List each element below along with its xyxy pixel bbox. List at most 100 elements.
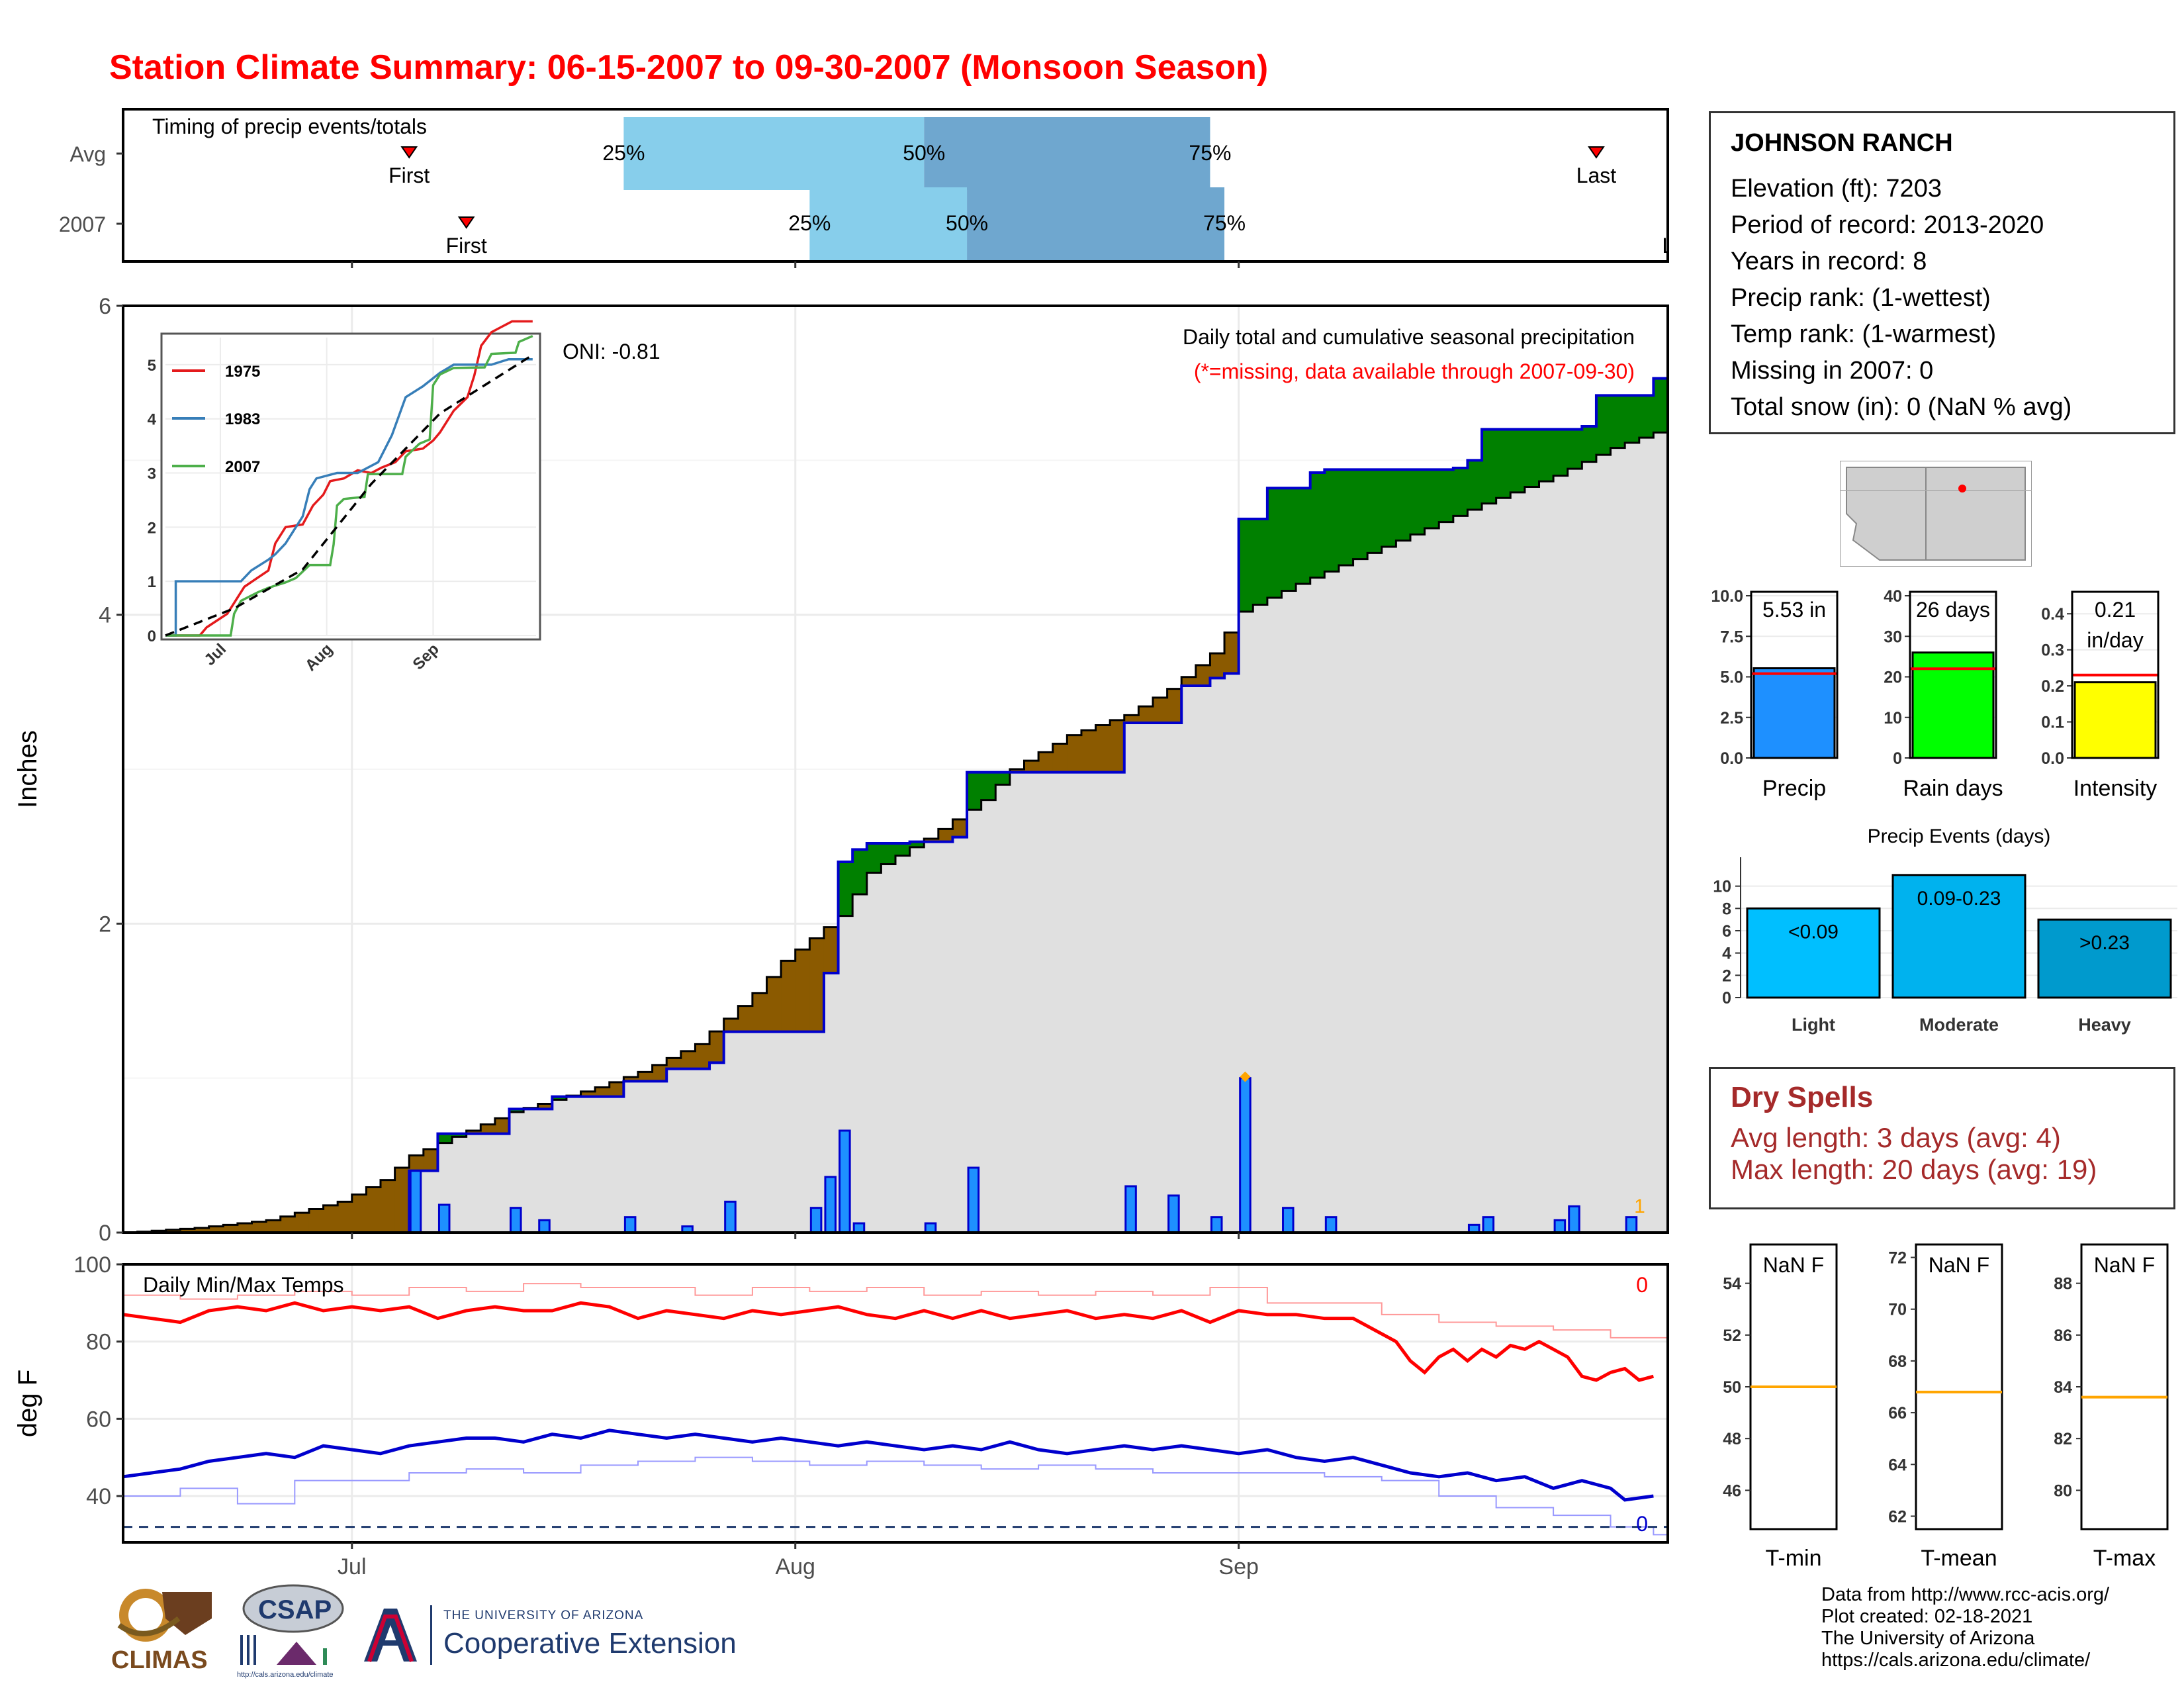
daily-precip-bar: [538, 1219, 551, 1234]
precip-total-chart: 0.0 2.5 5.0 7.5 10.0 5.53 in Precip: [1711, 587, 1839, 801]
below-average-fill: [237, 1223, 252, 1233]
temp-x-tick-label: Sep: [1218, 1554, 1259, 1579]
dry-spells-box: Dry Spells Avg length: 3 days (avg: 4) M…: [1709, 1067, 2175, 1209]
daily-precip-bar: [510, 1207, 522, 1234]
below-average-fill: [480, 1124, 496, 1134]
events-bar: [2037, 918, 2172, 999]
daily-precip-bar: [1282, 1207, 1295, 1234]
below-average-fill: [695, 1044, 710, 1069]
events-category-label: Heavy: [2078, 1015, 2131, 1035]
mini-value-label: 26 days: [1916, 598, 1990, 622]
tmin-line: [122, 1429, 1654, 1502]
inset-y-tick-label: 1: [148, 573, 156, 591]
mini-y-tick-label: 2.5: [1720, 709, 1743, 727]
below-average-fill: [394, 1168, 410, 1233]
events-bar: [1891, 874, 2026, 999]
timing-pct-label: 25%: [788, 211, 831, 235]
temp-y-tick-label: 80: [86, 1330, 111, 1355]
timing-first-marker: [457, 216, 475, 229]
timing-pct-label: 50%: [903, 141, 945, 165]
below-average-fill: [623, 1077, 639, 1082]
above-average-fill: [1553, 429, 1569, 476]
temp-box-y-tick-label: 62: [1888, 1507, 1907, 1526]
events-category-label: Moderate: [1919, 1015, 1999, 1035]
timing-label: Timing of precip events/totals: [152, 115, 427, 138]
inset-legend-label: 1983: [225, 410, 260, 428]
timing-first-marker: [400, 146, 418, 159]
above-average-fill: [1253, 519, 1268, 605]
events-category-label: Light: [1792, 1015, 1835, 1035]
timing-first-label: First: [446, 234, 487, 258]
mini-value-bar: [1911, 651, 1995, 759]
below-average-fill: [1081, 730, 1097, 773]
timing-panel: Timing of precip events/totals Avg 25% 50% 7…: [59, 99, 1681, 271]
below-average-fill: [938, 829, 953, 842]
temp-box-y-tick-label: 46: [1723, 1481, 1741, 1500]
above-average-fill: [1653, 378, 1668, 433]
temp-box-y-tick-label: 88: [2054, 1275, 2072, 1293]
extension-logo-big: Cooperative Extension: [443, 1627, 737, 1660]
station-name: JOHNSON RANCH: [1731, 129, 1953, 157]
below-average-fill: [1181, 677, 1197, 686]
inset-y-tick-label: 0: [148, 628, 156, 645]
above-average-fill: [1310, 473, 1325, 578]
above-average-fill: [838, 862, 853, 916]
events-bar: [1746, 907, 1881, 999]
below-average-fill: [466, 1131, 481, 1134]
events-y-tick-label: 6: [1722, 922, 1731, 941]
below-average-fill: [1138, 706, 1154, 723]
mini-y-tick-label: 0.4: [2041, 605, 2064, 624]
below-average-fill: [366, 1187, 381, 1233]
dry-spells-avg: Avg length: 3 days (avg: 4): [1731, 1122, 2061, 1153]
below-average-fill: [1052, 743, 1068, 773]
below-average-fill: [609, 1082, 624, 1097]
below-average-fill: [180, 1229, 195, 1233]
dry-spells-max: Max length: 20 days (avg: 19): [1731, 1154, 2097, 1185]
events-y-tick-label: 8: [1722, 900, 1731, 918]
below-average-fill: [1024, 761, 1039, 773]
below-average-fill: [924, 839, 939, 842]
ua-logo: [364, 1609, 417, 1662]
footer-line: Plot created: 02-18-2021: [1821, 1606, 2033, 1627]
timing-last-marker: [1588, 146, 1605, 159]
temp-box-y-tick-label: 80: [2054, 1481, 2072, 1500]
below-average-fill: [738, 1006, 753, 1032]
above-average-fill: [1482, 429, 1497, 504]
below-average-fill: [1067, 735, 1082, 773]
csap-logo-text: CSAP: [258, 1595, 332, 1624]
mini-y-tick-label: 0.0: [2041, 749, 2064, 768]
footer-line: Data from http://www.rcc-acis.org/: [1821, 1584, 2110, 1605]
below-average-fill: [1210, 653, 1225, 679]
below-average-fill: [195, 1228, 210, 1233]
ext-divider: [430, 1605, 432, 1665]
average-cumulative-line: [123, 431, 1668, 1234]
station-row: Period of record: 2013-2020: [1731, 211, 2044, 239]
y-tick-label: 6: [99, 294, 111, 319]
above-average-fill: [1267, 488, 1282, 598]
below-average-fill: [423, 1149, 438, 1171]
temp-box-y-tick-label: 84: [2054, 1378, 2072, 1397]
temp-box-frame: [2080, 1243, 2169, 1530]
above-average-fill: [1353, 469, 1368, 559]
temp-box-y-tick-label: 48: [1723, 1430, 1741, 1448]
timing-25-50-bar: [809, 187, 968, 260]
station-info-box: JOHNSON RANCH Elevation (ft): 7203 Perio…: [1709, 111, 2175, 434]
above-average-fill: [1439, 469, 1454, 522]
oni-label: ONI: -0.81: [563, 340, 660, 363]
events-bar-label: 0.09-0.23: [1917, 888, 2001, 910]
y-axis-label: Inches: [13, 730, 42, 808]
events-y-tick-label: 2: [1722, 966, 1731, 985]
station-row: Years in record: 8: [1731, 248, 1927, 275]
temp-annotation: Daily Min/Max Temps: [143, 1273, 343, 1297]
mini-y-tick-label: 10.0: [1711, 587, 1743, 606]
daily-precip-bar: [623, 1216, 637, 1234]
extension-logo-small: THE UNIVERSITY OF ARIZONA: [443, 1609, 644, 1622]
temp-y-tick-label: 60: [86, 1407, 111, 1432]
daily-precip-bar: [1625, 1216, 1638, 1234]
mini-value-bar: [1752, 667, 1836, 759]
temp-box-y-tick-label: 66: [1888, 1404, 1907, 1423]
daily-precip-bar: [409, 1170, 422, 1234]
temperature-chart: 40 60 80 100 Jul Aug Sep deg F Daily Min/Max Tem…: [13, 1252, 1669, 1579]
temp-box-y-tick-label: 64: [1888, 1456, 1907, 1474]
below-average-fill: [1124, 715, 1139, 723]
